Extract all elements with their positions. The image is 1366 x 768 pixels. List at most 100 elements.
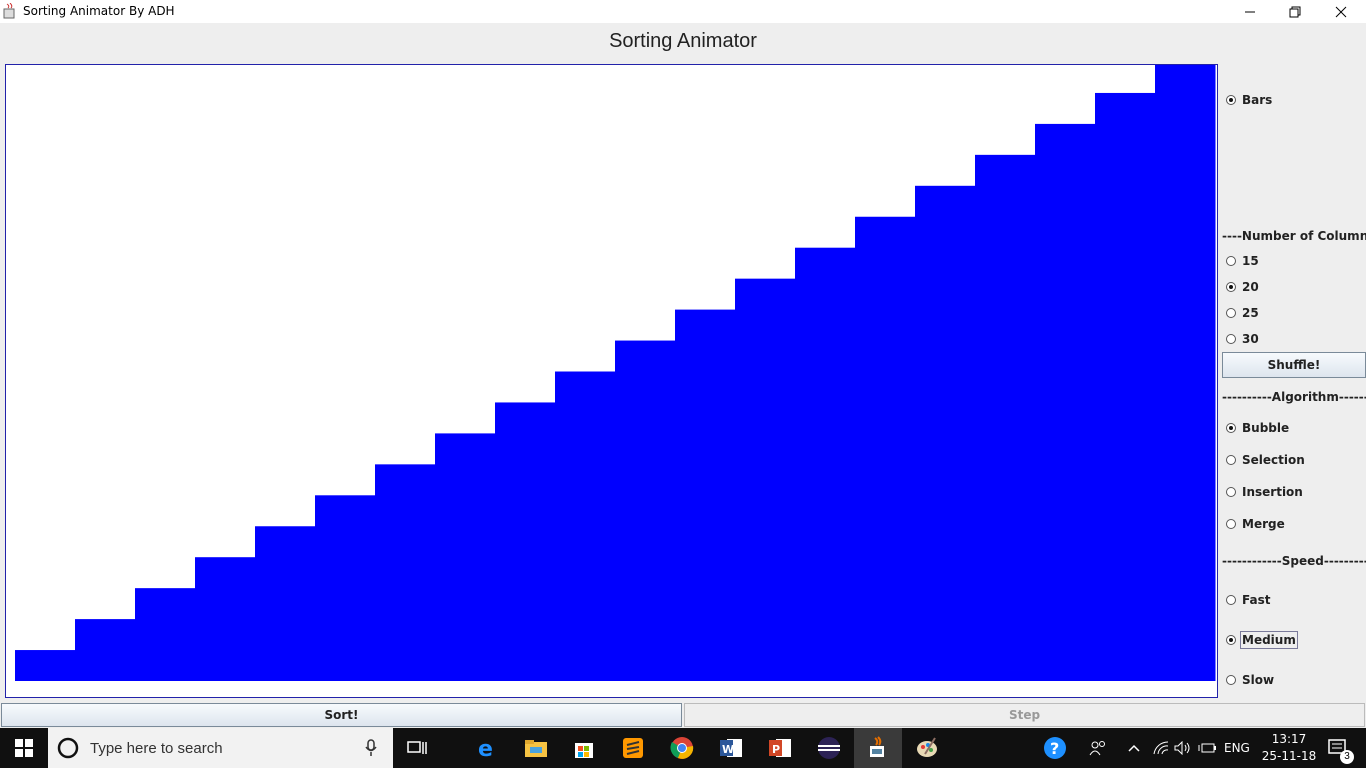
radio-bars[interactable]: Bars xyxy=(1226,92,1272,108)
taskbar-eclipse[interactable] xyxy=(805,728,853,768)
taskbar-word[interactable]: W xyxy=(707,728,755,768)
radio-indicator xyxy=(1226,334,1236,344)
battery-button[interactable] xyxy=(1196,728,1218,768)
taskbar-powerpoint[interactable]: P xyxy=(756,728,804,768)
svg-text:P: P xyxy=(772,743,780,756)
sort-button[interactable]: Sort! xyxy=(1,703,682,727)
clock-time[interactable]: 13:17 xyxy=(1271,732,1307,746)
store-icon xyxy=(575,743,593,758)
bar-7 xyxy=(375,464,436,681)
minimize-button[interactable] xyxy=(1227,0,1273,23)
restore-icon xyxy=(1289,6,1301,17)
radio-speed-slow[interactable]: Slow xyxy=(1226,672,1274,688)
bar-1 xyxy=(15,650,76,681)
taskbar-help[interactable]: ? xyxy=(1031,728,1079,768)
radio-algorithm-selection[interactable]: Selection xyxy=(1226,452,1305,468)
restore-button[interactable] xyxy=(1272,0,1318,23)
bar-2 xyxy=(75,619,136,681)
columns-header: ----Number of Columns---- xyxy=(1222,229,1366,243)
radio-speed-fast[interactable]: Fast xyxy=(1226,592,1270,608)
shuffle-button[interactable]: Shuffle! xyxy=(1222,352,1366,378)
algorithm-header: ----------Algorithm---------- xyxy=(1222,390,1366,404)
radio-indicator xyxy=(1226,256,1236,266)
sort-canvas xyxy=(5,64,1218,698)
radio-indicator xyxy=(1226,455,1236,465)
svg-text:?: ? xyxy=(1050,739,1059,758)
clock-date[interactable]: 25-11-18 xyxy=(1261,749,1317,763)
bar-6 xyxy=(315,495,376,681)
wifi-icon xyxy=(1153,741,1169,755)
bar-8 xyxy=(435,433,496,681)
notification-badge: 3 xyxy=(1340,750,1354,764)
bar-20 xyxy=(1155,65,1216,681)
radio-indicator xyxy=(1226,675,1236,685)
radio-indicator xyxy=(1226,595,1236,605)
taskbar-chrome[interactable] xyxy=(658,728,706,768)
windows-icon xyxy=(15,739,33,757)
title-bar xyxy=(0,0,1366,23)
speed-header: ------------Speed------------ xyxy=(1222,554,1366,568)
page-title: Sorting Animator xyxy=(609,30,757,52)
radio-columns-20[interactable]: 20 xyxy=(1226,279,1259,295)
chrome-icon xyxy=(670,737,694,759)
action-center-button[interactable]: 3 xyxy=(1318,728,1358,768)
edge-icon: e xyxy=(478,737,493,760)
folder-icon xyxy=(525,740,547,757)
taskbar-search[interactable]: Type here to search xyxy=(48,728,393,768)
bar-9 xyxy=(495,402,556,681)
bar-13 xyxy=(735,278,796,681)
tray-overflow-button[interactable] xyxy=(1122,728,1146,768)
paint-icon xyxy=(917,737,937,757)
sublime-text-icon xyxy=(623,738,643,758)
radio-indicator xyxy=(1226,308,1236,318)
task-view-button[interactable] xyxy=(393,728,441,768)
taskbar-sublime[interactable] xyxy=(609,728,657,768)
powerpoint-icon: P xyxy=(769,739,791,757)
radio-columns-15[interactable]: 15 xyxy=(1226,253,1259,269)
taskbar-paint[interactable] xyxy=(903,728,951,768)
radio-indicator xyxy=(1226,95,1236,105)
cortana-icon xyxy=(57,737,79,759)
step-button[interactable]: Step xyxy=(684,703,1365,727)
speaker-icon xyxy=(1174,741,1190,755)
radio-algorithm-merge[interactable]: Merge xyxy=(1226,516,1285,532)
radio-indicator xyxy=(1226,487,1236,497)
svg-text:W: W xyxy=(722,743,734,756)
radio-indicator xyxy=(1226,635,1236,645)
volume-button[interactable] xyxy=(1172,728,1194,768)
radio-indicator xyxy=(1226,519,1236,529)
taskbar-java-app[interactable] xyxy=(854,728,902,768)
notification-icon xyxy=(1328,739,1346,754)
taskbar-file-explorer[interactable] xyxy=(512,728,560,768)
people-button[interactable] xyxy=(1076,728,1120,768)
start-button[interactable] xyxy=(0,728,48,768)
bar-12 xyxy=(675,309,736,681)
svg-text:e: e xyxy=(478,737,493,760)
java-icon xyxy=(870,736,884,757)
task-view-icon xyxy=(407,741,427,754)
bar-18 xyxy=(1035,123,1096,681)
bar-17 xyxy=(975,154,1036,682)
bar-3 xyxy=(135,588,196,681)
bar-15 xyxy=(855,216,916,681)
radio-indicator xyxy=(1226,282,1236,292)
battery-icon xyxy=(1198,743,1216,753)
java-app-icon xyxy=(3,2,17,19)
language-indicator[interactable]: ENG xyxy=(1224,741,1250,755)
radio-algorithm-bubble[interactable]: Bubble xyxy=(1226,420,1289,436)
taskbar-store[interactable] xyxy=(560,728,608,768)
close-icon xyxy=(1335,6,1347,17)
bar-14 xyxy=(795,247,856,681)
radio-columns-25[interactable]: 25 xyxy=(1226,305,1259,321)
network-button[interactable] xyxy=(1150,728,1172,768)
radio-columns-30[interactable]: 30 xyxy=(1226,331,1259,347)
search-placeholder: Type here to search xyxy=(90,739,223,757)
bars-svg xyxy=(15,65,1216,682)
taskbar-edge[interactable]: e xyxy=(463,728,511,768)
radio-indicator xyxy=(1226,423,1236,433)
bar-4 xyxy=(195,557,256,681)
close-button[interactable] xyxy=(1318,0,1364,23)
radio-algorithm-insertion[interactable]: Insertion xyxy=(1226,484,1303,500)
bar-16 xyxy=(915,185,976,682)
radio-speed-medium[interactable]: Medium xyxy=(1226,631,1298,649)
